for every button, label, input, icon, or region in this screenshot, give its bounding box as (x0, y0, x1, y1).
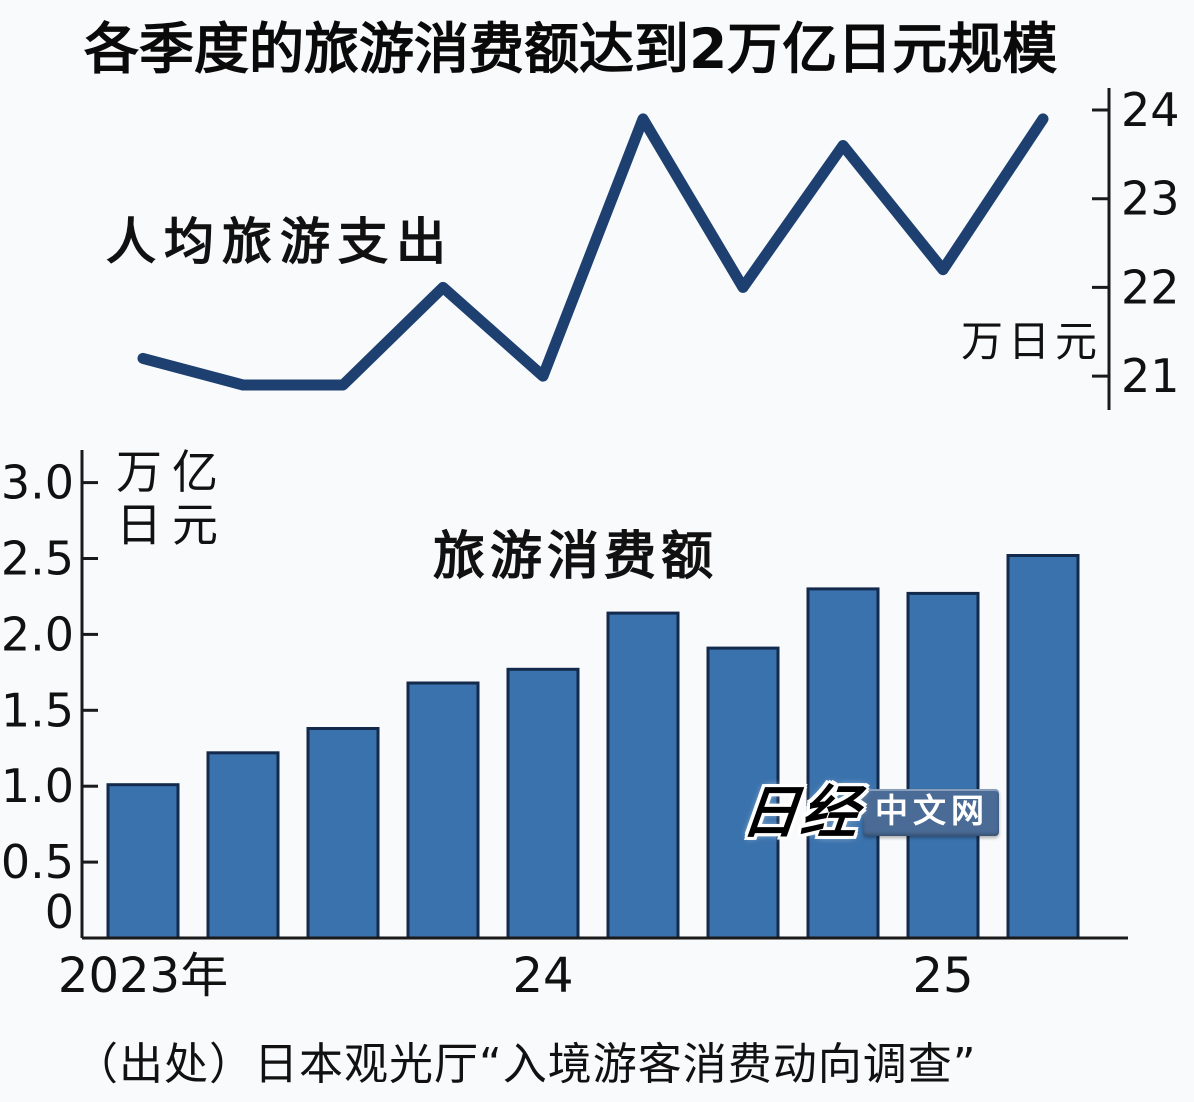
bar-rect (206, 751, 280, 940)
bar-series-label: 旅游消费额 (433, 527, 719, 587)
line-chart-y-tick-label: 24 (1121, 83, 1180, 137)
bar-axis-unit-line1: 万亿 (116, 445, 228, 499)
nikkei-logo: 日经 (738, 779, 864, 846)
source-note: （出处）日本观光厅“入境游客消费动向调查” (74, 1039, 977, 1090)
bar-rect (706, 646, 780, 940)
bar-chart-x-tick-label: 24 (512, 948, 573, 1004)
bar-rect (906, 591, 980, 940)
bar-rect (306, 727, 380, 940)
bar-rect (606, 611, 680, 940)
line-chart-y-tick-label: 23 (1121, 172, 1180, 226)
bar-chart-y-tick-label: 0.5 (1, 835, 74, 889)
bar-rect (806, 587, 880, 940)
line-series-label: 人均旅游支出 (106, 213, 454, 271)
bar-rect (106, 783, 180, 940)
figure-title: 各季度的旅游消费额达到2万亿日元规模 (84, 17, 1058, 81)
bar-chart-y-tick-label: 1.5 (1, 683, 74, 737)
line-axis-unit-label: 万日元 (960, 317, 1102, 366)
bar-axis-unit-line2: 日元 (116, 498, 228, 553)
nikkei-cn-badge: 中文网 (863, 788, 999, 837)
bar-chart-x-tick-label: 25 (912, 948, 973, 1004)
bar-axis-unit-label: 万亿 日元 (116, 445, 228, 553)
bar-chart-x-tick-label: 2023年 (58, 948, 228, 1004)
bar-rect (406, 681, 480, 940)
bar-chart-y-tick-label: 2.0 (1, 607, 74, 661)
bar-chart-y-tick-label: 2.5 (1, 532, 74, 586)
bar-chart-y-tick-label: 0 (45, 885, 74, 939)
bar-rect (506, 667, 580, 940)
line-series-path (137, 113, 1049, 391)
line-chart-y-tick-label: 21 (1121, 349, 1180, 403)
bar-chart-y-tick-label: 1.0 (1, 759, 74, 813)
bar-rect (1006, 554, 1080, 940)
bar-chart-y-tick-label: 3.0 (1, 456, 74, 510)
nikkei-watermark: 日经 中文网 (738, 779, 999, 846)
line-chart-y-tick-label: 22 (1121, 260, 1180, 314)
